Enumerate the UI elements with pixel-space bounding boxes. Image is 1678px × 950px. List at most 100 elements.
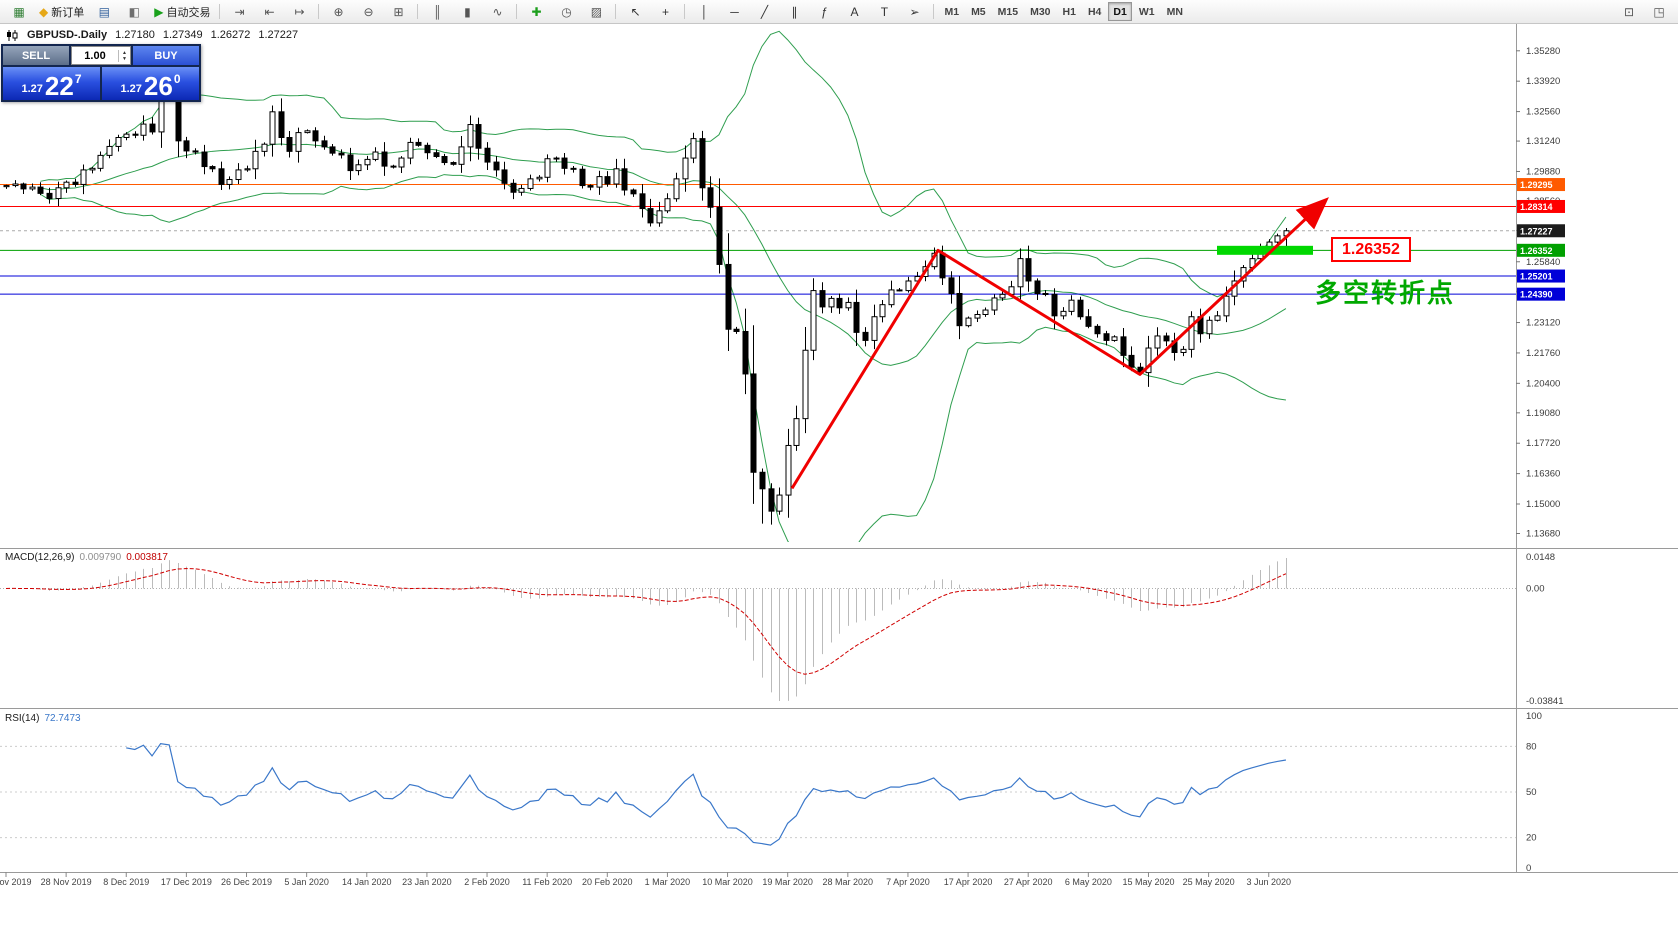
timeframe-buttons: M1 M5 M15 M30 H1 H4 D1 W1 MN	[938, 2, 1188, 21]
svg-text:20 Feb 2020: 20 Feb 2020	[582, 877, 633, 887]
templates-button[interactable]: ▨	[582, 1, 610, 23]
svg-text:1.29295: 1.29295	[1520, 180, 1553, 190]
svg-text:28 Nov 2019: 28 Nov 2019	[41, 877, 92, 887]
main-toolbar: ▦ ◆ 新订单 ▤ ◧ ▶ 自动交易 ⇥ ⇤ ↦ ⊕ ⊖ ⊞ ║ ▮ ∿ ✚ ◷ ▨ ↖ + │ ─ ╱ ∥ ƒ A T ➢ M1 M5 M…	[0, 0, 1678, 24]
toolbar-separator	[684, 4, 686, 19]
svg-text:1.35280: 1.35280	[1526, 46, 1560, 57]
svg-text:50: 50	[1526, 787, 1537, 798]
svg-text:1.16360: 1.16360	[1526, 469, 1560, 480]
ohlc-open: 1.27180	[115, 29, 155, 41]
volume-input[interactable]: 1.00 ▲ ▼	[71, 46, 131, 65]
autotrading-button[interactable]: ▶ 自动交易	[150, 1, 214, 23]
timeframe-h4-button[interactable]: H4	[1087, 5, 1102, 18]
symbol-name: GBPUSD-.Daily	[27, 29, 108, 41]
cursor-icon: ↖	[630, 4, 641, 19]
svg-text:1.17720: 1.17720	[1526, 438, 1560, 449]
bar-chart-button[interactable]: ║	[423, 1, 451, 23]
timeframe-d1-button[interactable]: D1	[1108, 2, 1132, 21]
svg-text:17 Apr 2020: 17 Apr 2020	[944, 877, 993, 887]
volume-value: 1.00	[84, 49, 106, 62]
trendline-icon: ╱	[760, 4, 769, 19]
zoom-in-button[interactable]: ⊕	[324, 1, 352, 23]
buy-button[interactable]: BUY	[133, 46, 199, 65]
cursor-button[interactable]: ↖	[621, 1, 649, 23]
crosshair-button[interactable]: +	[651, 1, 679, 23]
text-icon: A	[850, 4, 859, 19]
ohlc-low: 1.26272	[210, 29, 251, 41]
arrows-tool-icon: ➢	[909, 4, 920, 19]
support-zone-highlight[interactable]	[1217, 245, 1313, 255]
svg-text:1 Mar 2020: 1 Mar 2020	[645, 877, 691, 887]
market-watch-button[interactable]: ▤	[90, 1, 118, 23]
turning-point-text[interactable]: 多空转折点	[1315, 278, 1456, 308]
volume-spinner[interactable]: ▲ ▼	[118, 49, 130, 62]
buy-price-pips: 26	[143, 71, 173, 102]
svg-text:3 Jun 2020: 3 Jun 2020	[1246, 877, 1291, 887]
time-axis[interactable]: 19 Nov 2019 28 Nov 2019 8 Dec 2019 17 Dec 2…	[0, 872, 1291, 887]
timeframe-h1-button[interactable]: H1	[1062, 5, 1076, 18]
svg-text:14 Jan 2020: 14 Jan 2020	[342, 877, 392, 887]
arrange-windows-button[interactable]: ◳	[1645, 1, 1673, 23]
horizontal-line-button[interactable]: ─	[720, 1, 748, 23]
support-zone-price-label[interactable]: 1.26352	[1331, 237, 1411, 262]
svg-text:1.26352: 1.26352	[1520, 246, 1553, 256]
sell-price-button[interactable]: 1.27 22 7	[3, 67, 100, 100]
svg-text:1.21760: 1.21760	[1526, 348, 1560, 359]
indicators-button[interactable]: ✚	[522, 1, 550, 23]
line-chart-icon: ∿	[492, 4, 503, 19]
timeframe-m30-button[interactable]: M30	[1030, 5, 1051, 18]
timeframe-m1-button[interactable]: M1	[944, 5, 960, 18]
tile-windows-button[interactable]: ⊞	[384, 1, 412, 23]
svg-text:25 May 2020: 25 May 2020	[1183, 877, 1235, 887]
toolbar-separator	[615, 4, 617, 19]
fibonacci-button[interactable]: ƒ	[810, 1, 838, 23]
periods-button[interactable]: ◷	[552, 1, 580, 23]
new-order-button[interactable]: ◆ 新订单	[35, 1, 88, 23]
zoom-in-icon: ⊕	[333, 4, 344, 19]
svg-text:5 Jan 2020: 5 Jan 2020	[284, 877, 329, 887]
text-label-button[interactable]: T	[870, 1, 898, 23]
price-axis-tags: 1.29295 1.28314 1.26352 1.25201 1.24390 1.272…	[1517, 178, 1565, 301]
buy-price-button[interactable]: 1.27 26 0	[102, 67, 199, 100]
macd-main-value: 0.009790	[79, 552, 122, 563]
svg-text:0: 0	[1526, 863, 1531, 874]
zoom-out-button[interactable]: ⊖	[354, 1, 382, 23]
macd-signal-value: 0.003817	[126, 552, 168, 563]
sell-button[interactable]: SELL	[3, 46, 69, 65]
market-watch-icon: ▤	[98, 4, 110, 19]
svg-text:100: 100	[1526, 711, 1542, 722]
rsi-name: RSI(14)	[5, 713, 40, 724]
price-level-lines[interactable]	[0, 184, 1516, 295]
line-chart-button[interactable]: ∿	[483, 1, 511, 23]
trendline-button[interactable]: ╱	[750, 1, 778, 23]
text-button[interactable]: A	[840, 1, 868, 23]
timeframe-m5-button[interactable]: M5	[971, 5, 986, 18]
spinner-down-icon[interactable]: ▼	[122, 55, 127, 62]
chart-shift-button[interactable]: ↦	[285, 1, 313, 23]
timeframe-m15-button[interactable]: M15	[997, 5, 1019, 18]
trade-panel-price-row: 1.27 22 7 1.27 26 0	[3, 67, 199, 100]
rsi-indicator[interactable]: 100 80 50 20 0	[0, 711, 1542, 874]
macd-indicator[interactable]: 0.0148 0.00 -0.03841	[0, 552, 1564, 707]
svg-text:6 May 2020: 6 May 2020	[1065, 877, 1112, 887]
equidistant-channel-button[interactable]: ∥	[780, 1, 808, 23]
candlestick-chart-button[interactable]: ▮	[453, 1, 481, 23]
auto-scroll-button[interactable]: ⇤	[255, 1, 283, 23]
timeframe-mn-button[interactable]: MN	[1166, 5, 1183, 18]
candlestick-chart-icon: ▮	[464, 4, 471, 19]
arrows-tool-button[interactable]: ➢	[900, 1, 928, 23]
scroll-to-end-button[interactable]: ⇥	[225, 1, 253, 23]
print-button[interactable]: ⊡	[1615, 1, 1643, 23]
buy-price-prefix: 1.27	[120, 83, 142, 95]
trend-arrow[interactable]	[790, 197, 1329, 490]
symbol-info: GBPUSD-.Daily 1.27180 1.27349 1.26272 1.…	[6, 29, 298, 41]
rsi-value: 72.7473	[44, 713, 81, 724]
data-window-button[interactable]: ◧	[120, 1, 148, 23]
new-chart-button[interactable]: ▦	[5, 1, 33, 23]
arrange-windows-icon: ◳	[1653, 4, 1665, 19]
spinner-up-icon[interactable]: ▲	[122, 49, 127, 56]
print-icon: ⊡	[1623, 4, 1635, 19]
timeframe-w1-button[interactable]: W1	[1138, 5, 1155, 18]
vertical-line-button[interactable]: │	[690, 1, 718, 23]
